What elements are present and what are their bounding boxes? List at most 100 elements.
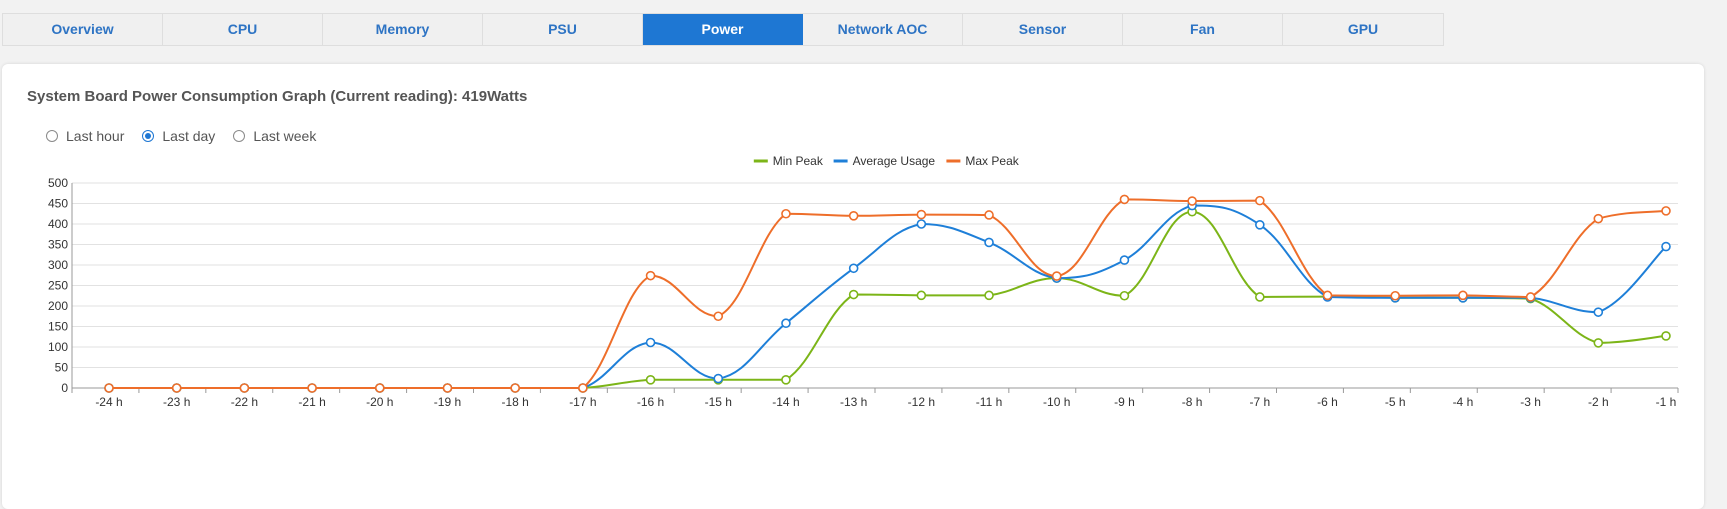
data-point[interactable] [781,375,791,385]
data-point[interactable] [1119,290,1130,301]
range-option-last-hour[interactable]: Last hour [46,128,124,144]
range-option-label: Last week [253,128,317,144]
x-tick-label: -19 h [434,395,461,409]
series-min-peak [104,206,1671,393]
data-point[interactable] [239,383,250,393]
chart-legend: Min Peak Average Usage Max Peak [753,154,1020,168]
legend-label: Max Peak [965,154,1019,168]
data-point[interactable] [916,290,927,301]
tab-cpu[interactable]: CPU [163,14,323,45]
tab-psu[interactable]: PSU [483,14,643,45]
data-point[interactable] [510,383,520,393]
data-point[interactable] [848,289,859,300]
chart-series [104,194,1671,393]
radio-button[interactable] [233,130,246,142]
data-point[interactable] [984,237,994,248]
data-point[interactable] [1593,307,1604,317]
x-tick-label: -22 h [231,395,258,409]
tab-memory[interactable]: Memory [323,14,483,45]
range-option-last-day[interactable]: Last day [142,128,215,144]
tab-bar: Overview CPU Memory PSU Power Network AOC Sens… [2,13,1444,46]
y-tick-label: 350 [48,238,68,252]
x-tick-label: -24 h [95,395,122,409]
data-point[interactable] [713,373,724,384]
range-option-last-week[interactable]: Last week [233,128,316,144]
data-point[interactable] [1593,213,1604,224]
data-point[interactable] [645,337,656,348]
tab-power[interactable]: Power [643,14,803,45]
series-max-peak [104,194,1671,393]
data-point[interactable] [374,383,385,393]
x-tick-label: -2 h [1588,395,1609,409]
data-point[interactable] [1255,220,1265,230]
radio-button[interactable] [46,130,58,142]
x-tick-label: -18 h [501,395,528,409]
data-point[interactable] [1255,195,1265,206]
card-title: System Board Power Consumption Graph (Cu… [27,88,528,105]
data-point[interactable] [1119,194,1130,205]
tab-network-aoc[interactable]: Network AOC [803,14,963,45]
legend-item-max-peak[interactable]: Max Peak [946,154,1020,168]
data-point[interactable] [645,270,656,281]
x-tick-label: -9 h [1114,395,1135,409]
data-point[interactable] [1051,271,1062,281]
data-point[interactable] [1661,241,1671,252]
data-point[interactable] [104,383,114,393]
data-point[interactable] [1187,196,1197,206]
data-point[interactable] [1525,292,1536,302]
y-tick-label: 200 [48,299,68,313]
data-point[interactable] [916,219,927,229]
data-point[interactable] [916,209,927,220]
range-option-label: Last day [162,128,216,144]
x-tick-label: -12 h [908,395,935,409]
data-point[interactable] [781,208,791,219]
series-average-usage [104,200,1671,393]
x-tick-label: -1 h [1656,395,1677,409]
data-point[interactable] [578,383,588,393]
x-tick-label: -17 h [569,395,596,409]
data-point[interactable] [1119,255,1130,265]
legend-item-average-usage[interactable]: Average Usage [833,154,936,168]
x-tick-label: -11 h [976,395,1002,409]
tab-gpu[interactable]: GPU [1283,14,1443,45]
y-tick-label: 100 [48,340,68,354]
power-consumption-chart: Min Peak Average Usage Max Peak 0 50 100 150 2… [48,154,1679,409]
x-tick-label: -16 h [637,395,664,409]
x-tick-label: -14 h [772,395,799,409]
data-point[interactable] [307,383,317,393]
y-axis: 0 50 100 150 200 250 300 350 400 450 500 [48,176,73,395]
data-point[interactable] [645,375,656,385]
series-line [109,198,1667,389]
data-point[interactable] [1661,206,1671,216]
legend-item-min-peak[interactable]: Min Peak [753,154,824,168]
radio-button[interactable] [142,130,155,142]
y-tick-label: 450 [48,197,68,211]
data-point[interactable] [1322,290,1333,301]
x-tick-label: -6 h [1317,395,1338,409]
data-point[interactable] [781,318,791,329]
time-range-selector: Last hour Last day Last week [46,128,334,144]
legend-label: Average Usage [853,154,936,168]
y-tick-label: 500 [48,176,68,190]
data-point[interactable] [984,210,994,220]
data-point[interactable] [1661,331,1671,341]
data-point[interactable] [171,383,182,393]
data-point[interactable] [1390,290,1401,301]
data-point[interactable] [1255,292,1265,302]
tab-overview[interactable]: Overview [3,14,163,45]
tab-fan[interactable]: Fan [1123,14,1283,45]
data-point[interactable] [1458,290,1468,301]
data-point[interactable] [848,210,859,221]
data-point[interactable] [1593,338,1604,348]
data-point[interactable] [442,383,453,393]
x-tick-label: -4 h [1453,395,1474,409]
power-graph-card: System Board Power Consumption Graph (Cu… [2,64,1704,509]
y-tick-label: 250 [48,279,68,293]
y-tick-label: 400 [48,217,68,231]
series-line [109,204,1667,389]
tab-sensor[interactable]: Sensor [963,14,1123,45]
data-point[interactable] [848,263,859,274]
data-point[interactable] [713,311,724,322]
data-point[interactable] [984,290,994,301]
x-tick-label: -7 h [1249,395,1270,409]
